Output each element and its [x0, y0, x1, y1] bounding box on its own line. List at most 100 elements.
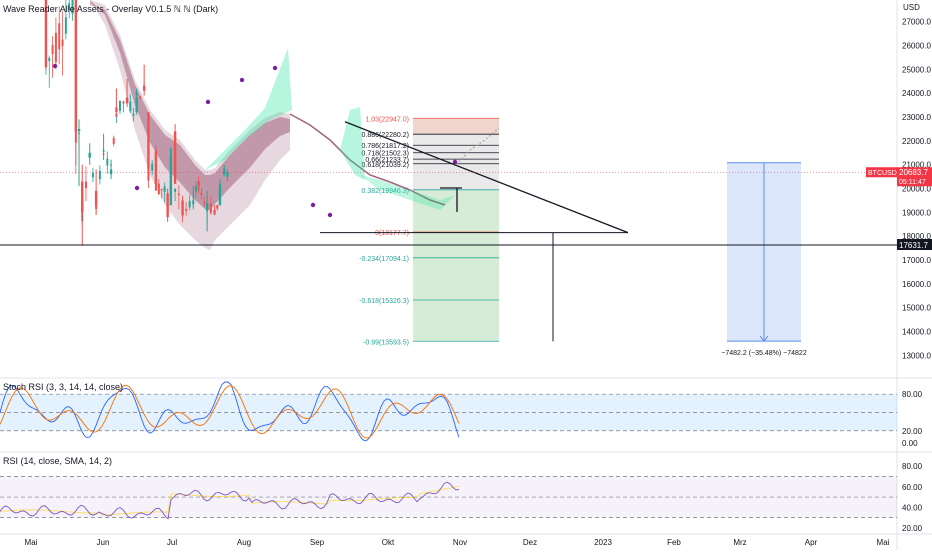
ema-ribbon-outer: [90, 0, 290, 250]
candle-body: [181, 200, 184, 215]
swing-marker: [310, 202, 316, 208]
candle-body: [226, 172, 229, 177]
candle-body: [192, 202, 195, 204]
price-tick-label: 14000.0: [902, 328, 931, 337]
price-tick-label: 25000.0: [902, 65, 931, 74]
price-tick-label: 18000.0: [902, 232, 931, 241]
candle-body: [163, 186, 166, 192]
candle-body: [200, 192, 203, 196]
swing-marker: [205, 99, 211, 105]
candle-body: [109, 169, 113, 175]
rsi-tick-label: 80.00: [902, 462, 923, 471]
candle-body: [64, 17, 67, 34]
time-tick-label: Apr: [805, 538, 818, 547]
candle-body: [94, 190, 98, 206]
time-tick-label: Feb: [667, 538, 681, 547]
stoch-tick-label: 0.00: [902, 439, 918, 448]
time-tick-label: Mai: [25, 538, 38, 547]
candle-body: [115, 107, 118, 113]
price-tick-label: 15000.0: [902, 304, 931, 313]
candle-body: [58, 23, 61, 50]
candle-body: [185, 208, 188, 211]
price-tick-label: 24000.0: [902, 89, 931, 98]
candle-body: [68, 3, 71, 10]
price-tick-label: 23000.0: [902, 113, 931, 122]
time-tick-label: Aug: [237, 538, 251, 547]
candle-body: [169, 157, 173, 206]
fib-level-label: 0.618(21039.2): [362, 162, 409, 169]
candle-body: [112, 137, 115, 144]
rsi-tick-label: 40.00: [902, 503, 923, 512]
candle-body: [51, 44, 54, 54]
symbol-tag-label: BTCUSD: [868, 170, 897, 177]
candle-body: [166, 193, 169, 218]
price-tick-label: 17000.0: [902, 256, 931, 265]
candle-body: [118, 100, 121, 111]
fib-level-label: 0.718(21502.3): [362, 151, 409, 158]
time-tick-label: Nov: [453, 538, 467, 547]
price-tick-label: 21000.0: [902, 161, 931, 170]
candle-body: [157, 183, 160, 194]
candle-body: [223, 171, 226, 175]
fib-level-label: 0.66(21233.7): [365, 157, 409, 164]
stoch-tick-label: 80.00: [902, 390, 923, 399]
price-tick-label: 16000.0: [902, 280, 931, 289]
currency-label: USD: [903, 3, 920, 12]
candle-body: [160, 188, 163, 191]
fib-level-label: 0.886(22280.2): [362, 132, 409, 139]
price-tick-label: 27000.0: [902, 18, 931, 27]
price-tag-value: 20683.7: [899, 168, 928, 177]
swing-marker: [327, 212, 333, 218]
triangle-trendline: [344, 121, 629, 234]
time-tick-label: 2023: [594, 538, 612, 547]
price-tick-label: 13000.0: [902, 351, 931, 360]
price-tick-label: 26000.0: [902, 41, 931, 50]
green-ribbon: [205, 48, 292, 170]
candle-body: [54, 32, 57, 63]
stoch-d-line: [0, 384, 460, 439]
candle-body: [135, 97, 138, 113]
fib-level-label: -0.99(13593.5): [363, 339, 409, 346]
candle-body: [44, 0, 48, 67]
candle-body: [84, 181, 87, 189]
fib-zone-bottom: [413, 189, 499, 342]
candle-body: [81, 181, 84, 213]
ema-line: [289, 113, 446, 206]
stoch-rsi-title: Stoch RSI (3, 3, 14, 14, close): [3, 382, 124, 392]
candle-body: [203, 202, 206, 204]
fib-zone-top: [413, 118, 499, 135]
candle-body: [177, 193, 180, 196]
candle-body: [151, 163, 154, 171]
candle-body: [91, 172, 94, 178]
candle-body: [218, 186, 222, 206]
candle-body: [205, 202, 209, 210]
candle-body: [77, 128, 81, 132]
time-tick-label: Jul: [167, 538, 177, 547]
candle-body: [194, 186, 197, 192]
price-tag-countdown: 05:11:47: [899, 179, 926, 186]
candle-body: [61, 39, 64, 47]
fib-level-label: 0.786(21817.2): [362, 143, 409, 150]
time-tick-label: Dez: [523, 538, 537, 547]
indicator-title: Wave Reader Alle Assets - Overlay V0.1.5…: [3, 4, 219, 14]
time-tick-label: Mai: [877, 538, 890, 547]
swing-marker: [134, 185, 140, 191]
candle-body: [74, 0, 78, 132]
candle-body: [213, 209, 216, 213]
price-tick-label: 22000.0: [902, 137, 931, 146]
price-tick-label: 20000.0: [902, 185, 931, 194]
projected-path: [455, 127, 500, 166]
candle-body: [147, 112, 150, 170]
candle-body: [129, 101, 132, 112]
green-ribbon: [340, 107, 365, 180]
swing-marker: [239, 77, 245, 83]
price-tag-box: [897, 167, 932, 187]
symbol-tag-box: [866, 167, 897, 178]
candle-body: [106, 158, 109, 166]
time-tick-label: Mrz: [733, 538, 746, 547]
rsi-tick-label: 60.00: [902, 483, 923, 492]
candle-body: [125, 97, 129, 103]
swing-marker: [272, 65, 278, 71]
